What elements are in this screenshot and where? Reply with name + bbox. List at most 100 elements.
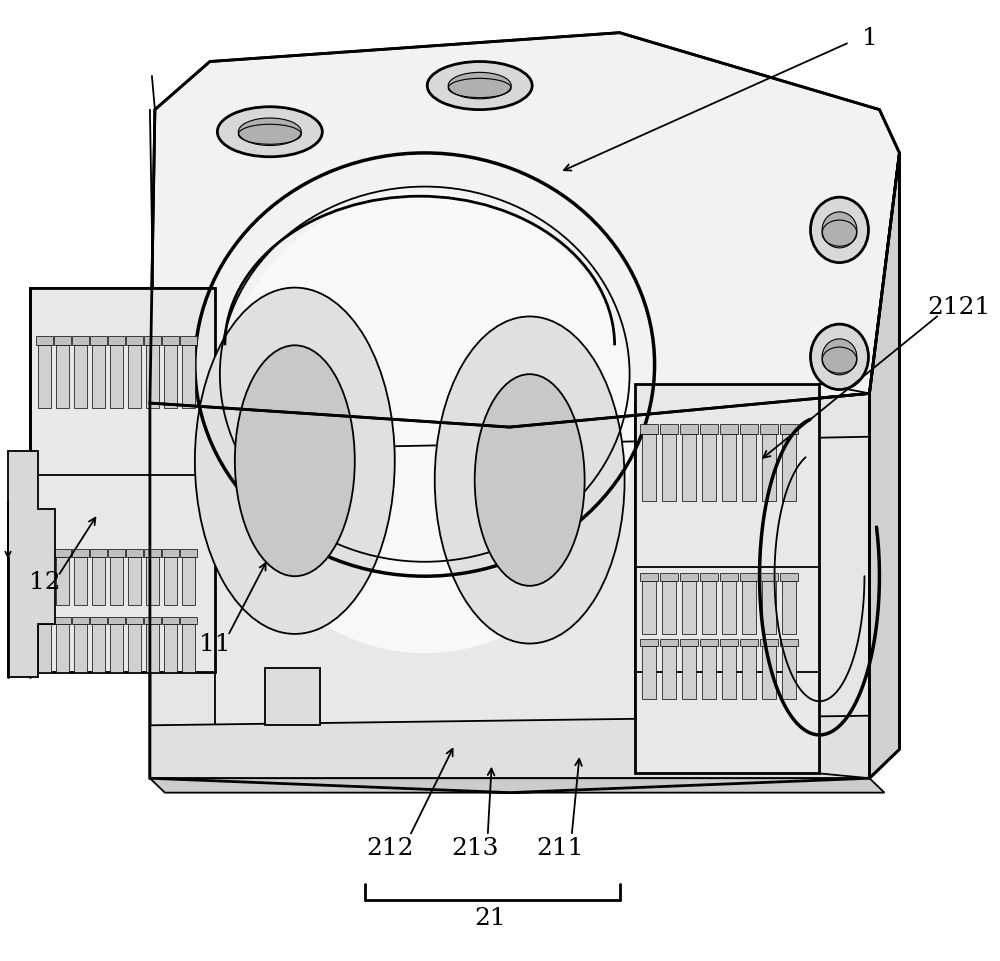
Text: 2121: 2121: [928, 296, 991, 319]
Ellipse shape: [448, 73, 511, 100]
Bar: [56, 625, 69, 673]
Ellipse shape: [235, 346, 355, 577]
Bar: [700, 574, 718, 581]
Polygon shape: [150, 716, 869, 778]
Bar: [110, 625, 123, 673]
Bar: [702, 434, 716, 502]
Text: 12: 12: [29, 570, 61, 593]
Bar: [700, 639, 718, 647]
Bar: [660, 425, 678, 434]
Bar: [72, 550, 89, 557]
Ellipse shape: [427, 62, 532, 111]
Bar: [54, 617, 71, 625]
Bar: [760, 574, 778, 581]
Ellipse shape: [215, 192, 635, 653]
Polygon shape: [265, 668, 320, 726]
Bar: [56, 346, 69, 408]
Ellipse shape: [195, 288, 395, 634]
Bar: [92, 625, 105, 673]
Polygon shape: [150, 34, 899, 428]
Bar: [164, 625, 177, 673]
Bar: [74, 557, 87, 605]
Bar: [642, 647, 656, 700]
Bar: [760, 639, 778, 647]
Bar: [38, 346, 51, 408]
Text: 21: 21: [474, 906, 506, 929]
Bar: [144, 336, 161, 346]
Bar: [146, 557, 159, 605]
Bar: [642, 434, 656, 502]
Bar: [782, 647, 796, 700]
Bar: [108, 336, 125, 346]
Text: 11: 11: [199, 632, 231, 655]
Bar: [74, 625, 87, 673]
Bar: [164, 346, 177, 408]
Bar: [720, 425, 738, 434]
Ellipse shape: [238, 119, 301, 146]
Ellipse shape: [475, 375, 585, 586]
Polygon shape: [30, 288, 215, 673]
Polygon shape: [869, 154, 899, 778]
Ellipse shape: [435, 317, 625, 644]
Polygon shape: [150, 778, 884, 793]
Ellipse shape: [217, 108, 322, 158]
Bar: [702, 581, 716, 634]
Bar: [722, 581, 736, 634]
Ellipse shape: [810, 325, 868, 390]
Bar: [110, 557, 123, 605]
Bar: [780, 574, 798, 581]
Bar: [74, 346, 87, 408]
Polygon shape: [150, 394, 869, 793]
Bar: [180, 617, 197, 625]
Bar: [782, 581, 796, 634]
Bar: [36, 336, 53, 346]
Polygon shape: [8, 452, 55, 678]
Bar: [742, 647, 756, 700]
Ellipse shape: [810, 198, 868, 263]
Bar: [662, 647, 676, 700]
Text: 213: 213: [451, 836, 498, 859]
Bar: [36, 550, 53, 557]
Bar: [110, 346, 123, 408]
Polygon shape: [635, 384, 819, 774]
Bar: [762, 581, 776, 634]
Bar: [740, 574, 758, 581]
Bar: [92, 557, 105, 605]
Text: 212: 212: [366, 836, 414, 859]
Bar: [144, 550, 161, 557]
Bar: [128, 557, 141, 605]
Bar: [54, 550, 71, 557]
Ellipse shape: [822, 339, 857, 376]
Bar: [640, 574, 658, 581]
Bar: [128, 346, 141, 408]
Bar: [660, 574, 678, 581]
Bar: [126, 336, 143, 346]
Bar: [760, 425, 778, 434]
Bar: [164, 557, 177, 605]
Text: 1: 1: [862, 27, 877, 50]
Bar: [180, 336, 197, 346]
Bar: [56, 557, 69, 605]
Bar: [680, 574, 698, 581]
Bar: [782, 434, 796, 502]
Bar: [682, 581, 696, 634]
Bar: [780, 639, 798, 647]
Bar: [662, 581, 676, 634]
Bar: [162, 336, 179, 346]
Bar: [762, 647, 776, 700]
Bar: [162, 550, 179, 557]
Bar: [90, 617, 107, 625]
Bar: [720, 574, 738, 581]
Bar: [126, 550, 143, 557]
Bar: [146, 625, 159, 673]
Bar: [36, 617, 53, 625]
Bar: [92, 346, 105, 408]
Polygon shape: [215, 404, 635, 778]
Bar: [182, 346, 195, 408]
Bar: [90, 550, 107, 557]
Bar: [72, 617, 89, 625]
Bar: [722, 647, 736, 700]
Bar: [680, 425, 698, 434]
Bar: [126, 617, 143, 625]
Ellipse shape: [822, 212, 857, 249]
